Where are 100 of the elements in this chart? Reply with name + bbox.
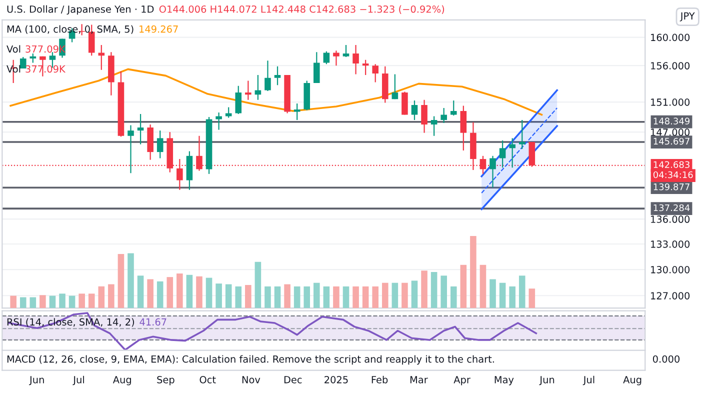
x-tick-label: Jun bbox=[29, 376, 44, 386]
candlestick bbox=[225, 106, 232, 118]
bar bbox=[460, 264, 467, 308]
bar bbox=[68, 296, 76, 308]
bar bbox=[480, 264, 486, 308]
candlestick bbox=[245, 80, 252, 100]
annotation: 41.67 bbox=[140, 318, 166, 326]
x-tick-label: Jul bbox=[582, 376, 594, 386]
bar bbox=[40, 295, 46, 308]
bar bbox=[470, 236, 476, 308]
chart-title: U.S. Dollar / Japanese Yen · 1D bbox=[7, 5, 154, 15]
x-tick-label: Nov bbox=[242, 376, 260, 384]
bar bbox=[176, 273, 183, 308]
candlestick bbox=[421, 99, 428, 134]
bar bbox=[382, 282, 388, 308]
bar bbox=[362, 286, 369, 308]
x-tick-label: Oct bbox=[200, 376, 216, 384]
candlestick bbox=[352, 44, 359, 75]
candlestick bbox=[450, 100, 457, 116]
ref-line-label: 148.349 bbox=[654, 118, 690, 124]
bar bbox=[20, 297, 26, 308]
bar bbox=[128, 253, 134, 308]
bar bbox=[430, 272, 438, 308]
text: JPY bbox=[680, 12, 695, 22]
bar bbox=[314, 282, 320, 308]
x-tick-label: Aug bbox=[112, 376, 131, 386]
candlestick bbox=[274, 66, 281, 86]
bar bbox=[88, 294, 95, 308]
candlestick bbox=[509, 138, 516, 168]
y-tick-label: 130.000 bbox=[651, 266, 690, 274]
candlestick bbox=[156, 130, 164, 159]
bar bbox=[10, 296, 16, 308]
candlestick bbox=[402, 91, 408, 116]
bar bbox=[304, 286, 310, 308]
annotation: Vol bbox=[6, 45, 20, 53]
y-tick-label: 136.000 bbox=[651, 216, 690, 223]
bar bbox=[392, 282, 398, 308]
candlestick bbox=[235, 85, 242, 115]
bar bbox=[49, 296, 56, 308]
bar bbox=[274, 286, 281, 308]
bar bbox=[352, 286, 359, 308]
x-tick-label: Aug bbox=[623, 376, 642, 386]
x-tick-label: Sep bbox=[157, 376, 174, 386]
annotation: 149.267 bbox=[140, 25, 178, 33]
ref-line-label: 145.697 bbox=[654, 138, 690, 145]
candlestick bbox=[314, 52, 320, 84]
bar bbox=[254, 262, 262, 308]
y-tick-label: 133.000 bbox=[651, 240, 690, 248]
bar bbox=[196, 276, 202, 308]
bar bbox=[78, 294, 85, 308]
candlestick bbox=[176, 158, 183, 190]
candlestick bbox=[490, 155, 496, 188]
bar bbox=[98, 286, 105, 308]
bar bbox=[156, 281, 164, 308]
text: 04:34:16 bbox=[653, 171, 693, 178]
bar bbox=[440, 276, 447, 308]
bar bbox=[206, 278, 212, 308]
bar bbox=[499, 282, 506, 308]
bar bbox=[323, 286, 330, 308]
candlestick bbox=[216, 112, 222, 130]
bar bbox=[264, 286, 271, 308]
bar bbox=[59, 294, 66, 308]
bar bbox=[490, 279, 496, 308]
x-tick-label: Apr bbox=[454, 376, 470, 386]
x-tick-label: Jun bbox=[539, 376, 554, 386]
bar bbox=[118, 254, 124, 308]
y-tick-label: 151.000 bbox=[651, 98, 690, 106]
x-tick-label: Jul bbox=[72, 376, 84, 386]
text: 0.000 bbox=[652, 355, 680, 363]
bar bbox=[528, 288, 536, 308]
candlestick bbox=[392, 74, 398, 100]
bar bbox=[147, 279, 154, 308]
bar bbox=[509, 286, 516, 308]
candlestick bbox=[128, 124, 134, 174]
bar bbox=[166, 277, 174, 308]
ref-line-label: 139.877 bbox=[654, 183, 690, 190]
x-tick-label: Feb bbox=[372, 376, 388, 384]
bar bbox=[342, 286, 350, 308]
text: MACD (12, 26, close, 9, EMA, EMA): Calculation failed. Remove the script and reapply it to the chart. bbox=[7, 355, 494, 365]
candlestick bbox=[499, 140, 506, 168]
candlestick bbox=[333, 50, 340, 66]
bar bbox=[245, 284, 252, 308]
bar bbox=[372, 286, 378, 308]
y-tick-label: 160.000 bbox=[651, 34, 690, 42]
bar bbox=[402, 282, 408, 308]
bar bbox=[216, 284, 222, 308]
bar bbox=[235, 286, 242, 308]
ref-line-label: 137.284 bbox=[654, 204, 690, 212]
candlestick bbox=[137, 113, 144, 145]
ref-line-label: 142.683 bbox=[654, 161, 690, 168]
bar bbox=[108, 284, 114, 308]
candlestick bbox=[460, 105, 467, 152]
chart-subtitle: O144.006 H144.072 L142.448 C142.683 −1.323 (−0.92%) bbox=[159, 5, 444, 14]
bar bbox=[411, 280, 418, 308]
candlestick bbox=[20, 56, 26, 70]
candlestick bbox=[430, 116, 438, 136]
x-tick-label: May bbox=[494, 376, 514, 386]
bar bbox=[333, 286, 340, 308]
candlestick bbox=[372, 64, 378, 83]
bar bbox=[30, 297, 36, 308]
